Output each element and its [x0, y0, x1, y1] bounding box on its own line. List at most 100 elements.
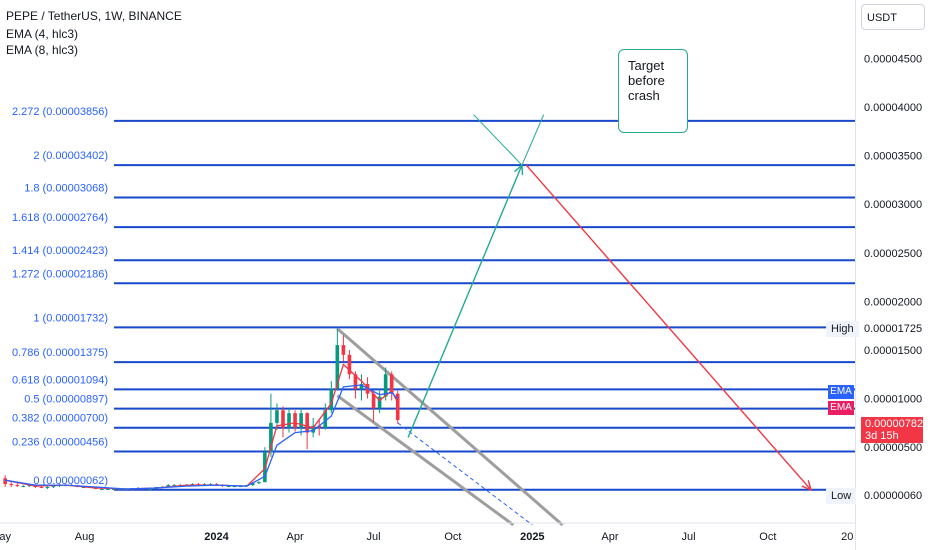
y-tick-label: 0.00003500 [864, 151, 922, 163]
y-tick-label: 0.00001000 [864, 394, 922, 406]
candle-body [317, 425, 322, 428]
fib-label-1.414: 1.414 (0.00002423) [12, 245, 108, 257]
symbol-title[interactable]: PEPE / TetherUS, 1W, BINANCE [6, 9, 182, 23]
y-tick-label: 0.00004500 [864, 53, 922, 65]
y-tick-label: 0.00003000 [864, 199, 922, 211]
candle-body [3, 478, 7, 485]
candle-body [383, 374, 388, 397]
candle-body [99, 488, 104, 490]
candle-body [281, 410, 285, 428]
candle-body [341, 345, 346, 355]
x-tick-label: Oct [759, 531, 776, 543]
candle-body [112, 488, 116, 490]
fib-levels: 0 (0.00000062) 0.236 (0.00000456) 0.382 (0… [12, 106, 855, 491]
candle-body [238, 486, 243, 488]
x-tick-label: Aug [75, 531, 95, 543]
price-scale-divider [855, 0, 856, 550]
x-axis: ay Aug 2024 Apr Jul Oct 2025 Apr Jul Oct 20 [0, 522, 855, 543]
ema-4-price-tag: EMA [828, 385, 854, 399]
y-tick-label: 0.00000500 [864, 442, 922, 454]
projection-arrows [407, 114, 813, 492]
low-label: Low [826, 488, 857, 504]
ema-8-price-tag: EMA [828, 401, 854, 415]
candle-body [9, 484, 14, 486]
fib-label-1.8: 1.8 (0.00003068) [24, 183, 108, 195]
candle-body [232, 486, 237, 488]
candle-body [21, 486, 26, 488]
candle-body [395, 393, 400, 420]
candle-body [39, 487, 44, 489]
x-tick-label: Jul [367, 531, 381, 543]
channel-lower-line [336, 394, 515, 527]
bar-countdown: 3d 15h [865, 430, 899, 442]
annotation-pointer [473, 114, 545, 166]
fib-label-0.786: 0.786 (0.00001375) [12, 347, 108, 359]
y-tick-label: 0.00002000 [864, 296, 922, 308]
candle-body [15, 485, 20, 487]
candle-body [27, 485, 32, 487]
candle-body [311, 425, 315, 433]
fib-label-1.272: 1.272 (0.00002186) [12, 268, 108, 280]
candle-body [250, 483, 255, 486]
low-price-tag: 0.00000060 [860, 488, 927, 504]
fib-label-0: 0 (0.00000062) [33, 475, 108, 487]
candle-body [148, 488, 152, 490]
ema-8-line [5, 384, 399, 490]
candle-body [166, 485, 171, 488]
candle-body [371, 393, 376, 409]
channel-upper-line [336, 327, 564, 527]
target-annotation[interactable]: Target before crash [618, 49, 688, 133]
crash-arrow-head [801, 480, 813, 492]
candle-body [287, 413, 291, 428]
candle-body [118, 488, 122, 490]
x-tick-label: 2025 [520, 531, 544, 543]
y-tick-label: 0.00002500 [864, 248, 922, 260]
fib-label-2: 2 (0.00003402) [33, 150, 108, 162]
candle-body [305, 413, 309, 433]
fib-label-2.272: 2.272 (0.00003856) [12, 106, 108, 118]
fib-label-0.382: 0.382 (0.00000700) [12, 413, 108, 425]
candle-body [389, 374, 394, 394]
channel-mid-dashed-line [397, 422, 533, 526]
x-tick-label: Apr [601, 531, 618, 543]
candle-body [347, 354, 352, 375]
currency-selector[interactable]: USDT [861, 4, 925, 30]
ema-lines [5, 363, 399, 490]
descending-channel [336, 327, 564, 527]
candle-body [359, 383, 364, 389]
candle-body [172, 485, 177, 487]
fib-label-1: 1 (0.00001732) [33, 312, 108, 324]
candle-body [323, 410, 328, 428]
ema-4-legend[interactable]: EMA (4, hlc3) [6, 27, 79, 41]
candle-body [257, 482, 261, 484]
x-tick-label: Oct [444, 531, 461, 543]
candle-body [51, 486, 56, 488]
current-price: 0.00000782 [865, 418, 924, 430]
ema-8-legend[interactable]: EMA (8, hlc3) [6, 43, 79, 57]
crash-arrow [525, 164, 812, 491]
fib-label-0.618: 0.618 (0.00001094) [12, 374, 108, 386]
candle-body [293, 413, 297, 428]
x-tick-label: ay [0, 531, 11, 543]
ema-4-line [5, 363, 399, 490]
y-tick-label: 0.00004000 [864, 102, 922, 114]
high-label: High [826, 321, 859, 337]
candle-body [329, 388, 334, 411]
x-tick-label: Jul [681, 531, 695, 543]
fib-label-1.618: 1.618 (0.00002764) [12, 212, 108, 224]
fib-label-0.5: 0.5 (0.00000897) [24, 394, 108, 406]
current-price-tag: 0.00000782 3d 15h [861, 417, 923, 443]
candle-body [81, 487, 86, 489]
candle-body [269, 422, 273, 453]
x-tick-label: Apr [287, 531, 304, 543]
y-axis: 0.00004500 0.00004000 0.00003500 0.00003000… [864, 53, 922, 454]
x-tick-label: 2024 [204, 531, 229, 543]
candle-body [353, 374, 358, 389]
candle-body [45, 487, 50, 489]
rally-arrow [407, 164, 523, 438]
candle-body [226, 486, 231, 488]
candle-body [299, 413, 303, 428]
candle-body [335, 345, 340, 389]
